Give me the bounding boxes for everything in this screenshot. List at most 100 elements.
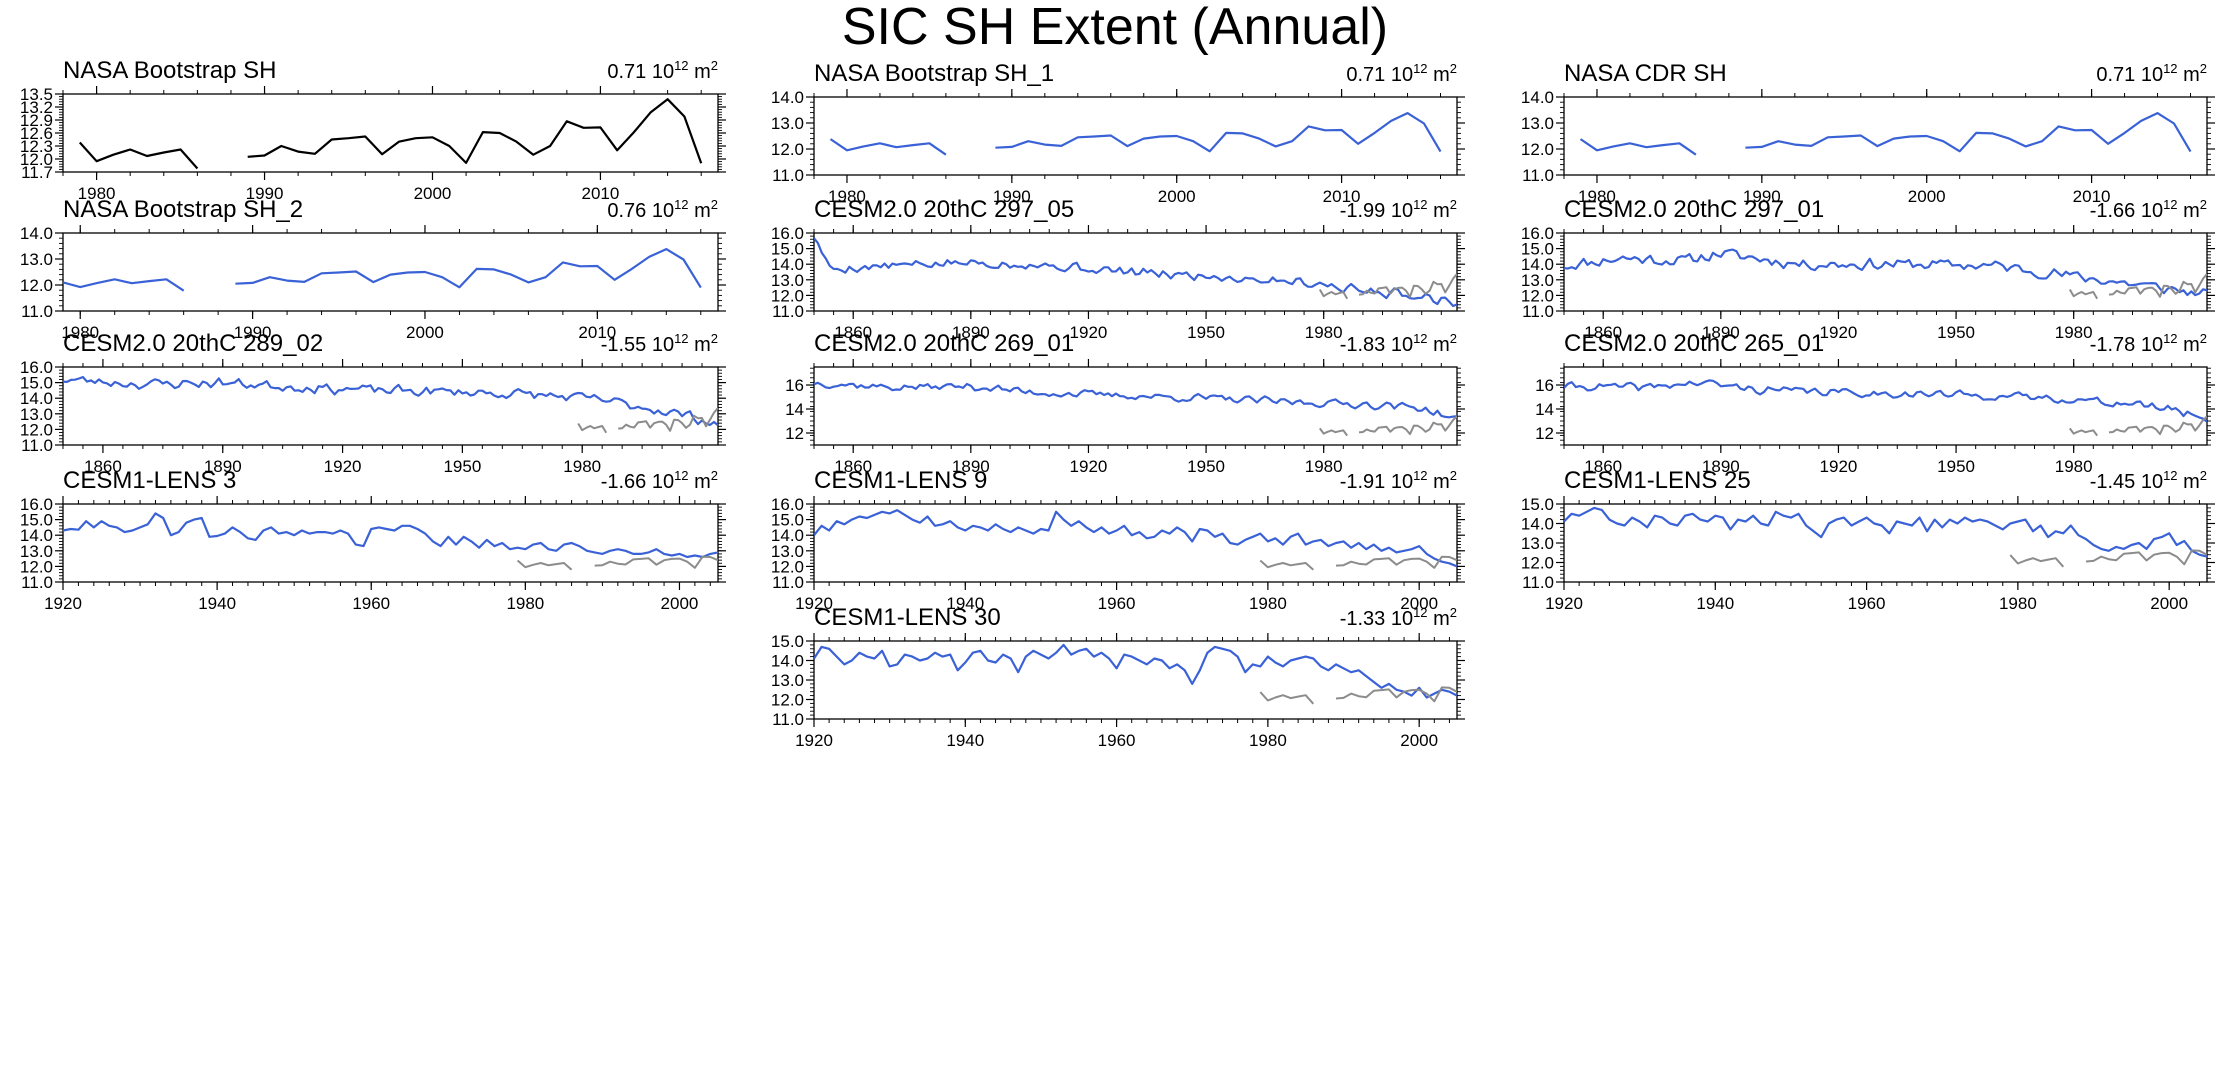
x-tick-label: 1920 bbox=[795, 731, 833, 750]
x-tick-label: 1950 bbox=[443, 457, 481, 476]
trend-part: m bbox=[2178, 334, 2200, 356]
trend-part: -1.78 10 bbox=[2090, 334, 2163, 356]
y-tick-label: 12.0 bbox=[771, 557, 804, 576]
y-tick-label: 12.0 bbox=[771, 691, 804, 710]
panel-title: NASA Bootstrap SH_1 bbox=[814, 60, 1054, 87]
x-tick-label: 1980 bbox=[2055, 457, 2093, 476]
trend-part: 12 bbox=[2163, 197, 2177, 212]
y-tick-label: 12.0 bbox=[20, 420, 53, 439]
x-tick-label: 1920 bbox=[795, 594, 833, 613]
y-tick-label: 13.0 bbox=[1521, 114, 1554, 133]
x-tick-label: 1920 bbox=[1820, 323, 1858, 342]
plot-frame bbox=[1563, 96, 2208, 176]
x-tick-label: 1860 bbox=[1584, 457, 1622, 476]
series-line bbox=[814, 237, 1457, 308]
trend-part: 2 bbox=[1450, 61, 1457, 76]
y-tick-label: 14 bbox=[1535, 400, 1554, 419]
overlay-series-line bbox=[516, 555, 718, 571]
y-tick-label: 13.0 bbox=[1521, 534, 1554, 553]
figure-title: SIC SH Extent (Annual) bbox=[842, 0, 1388, 56]
trend-label: -1.99 1012 m2 bbox=[1340, 197, 1457, 222]
y-tick-label: 12.0 bbox=[771, 286, 804, 305]
trend-part: 12 bbox=[2163, 468, 2177, 483]
x-tick-label: 1960 bbox=[1848, 594, 1886, 613]
plot-frame bbox=[62, 503, 719, 583]
x-tick-label: 1980 bbox=[61, 323, 99, 342]
trend-part: m bbox=[689, 200, 711, 222]
y-tick-label: 14.0 bbox=[20, 389, 53, 408]
y-tick-label: 14.0 bbox=[20, 224, 53, 243]
series-line bbox=[78, 98, 703, 170]
trend-part: 2 bbox=[711, 58, 718, 73]
trend-part: 12 bbox=[2163, 61, 2177, 76]
plot-frame bbox=[62, 232, 719, 312]
x-tick-label: 1950 bbox=[1187, 323, 1225, 342]
trend-label: 0.71 1012 m2 bbox=[607, 58, 718, 83]
y-tick-label: 11.0 bbox=[21, 436, 53, 455]
plot-frame bbox=[1563, 503, 2208, 583]
x-tick-label: 1980 bbox=[1999, 594, 2037, 613]
y-tick-label: 12 bbox=[1535, 424, 1554, 443]
series-line bbox=[814, 509, 1457, 568]
y-tick-label: 11.0 bbox=[772, 710, 804, 729]
trend-part: 0.76 10 bbox=[607, 200, 674, 222]
trend-part: 2 bbox=[1450, 605, 1457, 620]
y-tick-label: 11.0 bbox=[21, 302, 53, 321]
y-tick-label: 13.0 bbox=[771, 271, 804, 290]
panel-title: CESM2.0 20thC 265_01 bbox=[1564, 330, 1824, 357]
x-tick-label: 1940 bbox=[1696, 594, 1734, 613]
y-tick-label: 14.0 bbox=[771, 255, 804, 274]
plot-frame bbox=[813, 366, 1458, 446]
x-tick-label: 1920 bbox=[1820, 457, 1858, 476]
trend-part: m bbox=[689, 471, 711, 493]
trend-part: 0.71 10 bbox=[607, 61, 674, 83]
y-tick-label: 13.0 bbox=[20, 405, 53, 424]
x-tick-label: 1890 bbox=[1702, 457, 1740, 476]
x-tick-label: 2000 bbox=[1158, 187, 1196, 206]
y-tick-label: 16.0 bbox=[20, 358, 53, 377]
trend-part: -1.91 10 bbox=[1340, 471, 1413, 493]
trend-part: 12 bbox=[1413, 331, 1427, 346]
x-tick-label: 1940 bbox=[198, 594, 236, 613]
x-tick-label: 1960 bbox=[1098, 731, 1136, 750]
x-tick-label: 1980 bbox=[1578, 187, 1616, 206]
x-tick-label: 2000 bbox=[2150, 594, 2188, 613]
trend-label: -1.78 1012 m2 bbox=[2090, 331, 2207, 356]
x-tick-label: 1990 bbox=[234, 323, 272, 342]
panel-7: CESM2.0 20thC 289_02 -1.55 1012 m2 1860 189… bbox=[20, 330, 726, 476]
series-line bbox=[1564, 248, 2207, 297]
panel-title: CESM1-LENS 9 bbox=[814, 467, 987, 494]
x-tick-label: 1960 bbox=[1098, 594, 1136, 613]
x-tick-label: 2000 bbox=[1400, 731, 1438, 750]
panel-2: NASA Bootstrap SH_1 0.71 1012 m2 1980 1990 2… bbox=[771, 60, 1465, 206]
trend-part: 12 bbox=[1413, 605, 1427, 620]
overlay-series-line bbox=[1319, 415, 1457, 437]
series-line bbox=[1579, 112, 2192, 156]
y-tick-label: 12.0 bbox=[1521, 140, 1554, 159]
plot-frame bbox=[1563, 366, 2208, 446]
x-tick-label: 2000 bbox=[406, 323, 444, 342]
x-tick-label: 1980 bbox=[78, 184, 116, 203]
trend-part: m bbox=[1428, 200, 1450, 222]
plot-frame bbox=[813, 503, 1458, 583]
y-tick-label: 12.6 bbox=[20, 124, 53, 143]
y-tick-label: 11.0 bbox=[1522, 166, 1554, 185]
trend-part: 2 bbox=[2200, 331, 2207, 346]
overlay-series-line bbox=[1259, 555, 1457, 571]
x-tick-label: 1890 bbox=[1702, 323, 1740, 342]
trend-part: 12 bbox=[2163, 331, 2177, 346]
x-tick-label: 2010 bbox=[582, 184, 620, 203]
plot-frame bbox=[1563, 232, 2208, 312]
x-tick-label: 1940 bbox=[946, 594, 984, 613]
overlay-series-line bbox=[2009, 549, 2207, 568]
panel-title: NASA Bootstrap SH_2 bbox=[63, 196, 303, 223]
x-tick-label: 1920 bbox=[1545, 594, 1583, 613]
y-tick-label: 16.0 bbox=[771, 224, 804, 243]
y-tick-label: 15.0 bbox=[771, 240, 804, 259]
trend-part: m bbox=[689, 334, 711, 356]
trend-part: -1.45 10 bbox=[2090, 471, 2163, 493]
x-tick-label: 1860 bbox=[834, 457, 872, 476]
trend-part: m bbox=[1428, 471, 1450, 493]
